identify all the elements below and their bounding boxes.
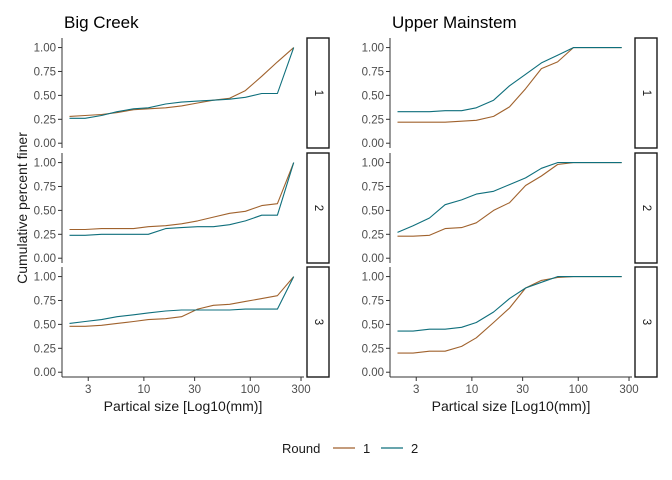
- series-line-1: [69, 276, 295, 327]
- facet-strip: [634, 266, 658, 378]
- x-tick-label: 10: [137, 384, 150, 396]
- series-line-2: [397, 47, 622, 113]
- x-tick-label: 3: [413, 384, 419, 396]
- x-tick-label: 3: [85, 384, 91, 396]
- y-tick-label: 0.50: [362, 205, 384, 217]
- y-tick-label: 0.25: [362, 229, 384, 241]
- series-line-2: [397, 276, 622, 332]
- x-axis-title-0: Partical size [Log10(mm)]: [104, 398, 263, 414]
- series-line-1: [397, 276, 622, 354]
- y-tick-label: 0.00: [362, 138, 384, 150]
- series-line-1: [69, 162, 295, 231]
- legend-title: Round: [282, 441, 320, 456]
- series-line-2: [69, 162, 295, 236]
- x-tick-label: 300: [291, 384, 310, 396]
- y-tick-label: 0.50: [34, 205, 56, 217]
- facet-strip: [634, 37, 658, 149]
- y-tick-label: 0.75: [362, 295, 384, 307]
- x-tick-label: 30: [188, 384, 201, 396]
- y-tick-label: 1.00: [34, 43, 56, 55]
- y-tick-label: 0.25: [34, 343, 56, 355]
- y-tick-label: 0.00: [34, 367, 56, 379]
- y-tick-label: 1.00: [362, 158, 384, 170]
- x-tick-label: 100: [569, 384, 588, 396]
- y-tick-label: 0.25: [362, 343, 384, 355]
- y-tick-label: 0.00: [34, 253, 56, 265]
- y-tick-label: 1.00: [34, 158, 56, 170]
- facet-strip-label: 1: [640, 90, 652, 96]
- legend-label-1: 1: [363, 441, 370, 456]
- panel-title-0: Big Creek: [64, 13, 139, 32]
- series-line-2: [69, 276, 295, 324]
- facet-strip: [306, 37, 330, 149]
- series-line-2: [397, 162, 622, 233]
- y-tick-label: 0.25: [34, 229, 56, 241]
- facet-strip: [634, 152, 658, 264]
- facet-strip: [306, 266, 330, 378]
- x-axis-title-1: Partical size [Log10(mm)]: [432, 398, 591, 414]
- y-tick-label: 0.00: [34, 138, 56, 150]
- y-tick-label: 0.25: [362, 114, 384, 126]
- legend-label-2: 2: [411, 441, 418, 456]
- panel-title-1: Upper Mainstem: [392, 13, 517, 32]
- y-tick-label: 0.50: [362, 319, 384, 331]
- facet-strip-label: 3: [312, 319, 324, 325]
- y-tick-label: 1.00: [34, 272, 56, 284]
- series-line-1: [397, 162, 622, 237]
- facet-strip-label: 3: [640, 319, 652, 325]
- y-tick-label: 1.00: [362, 43, 384, 55]
- x-tick-label: 10: [465, 384, 478, 396]
- y-tick-label: 0.75: [34, 181, 56, 193]
- facet-strip: [306, 152, 330, 264]
- facet-strip-label: 2: [312, 205, 324, 211]
- y-tick-label: 0.50: [362, 90, 384, 102]
- series-line-1: [397, 47, 622, 123]
- y-axis-title: Cumulative percent finer: [14, 132, 30, 284]
- x-tick-label: 100: [241, 384, 260, 396]
- y-tick-label: 0.75: [34, 295, 56, 307]
- y-tick-label: 0.00: [362, 253, 384, 265]
- series-line-1: [69, 47, 295, 117]
- x-tick-label: 300: [619, 384, 638, 396]
- x-tick-label: 30: [516, 384, 529, 396]
- y-tick-label: 0.25: [34, 114, 56, 126]
- y-tick-label: 0.50: [34, 90, 56, 102]
- facet-strip-label: 1: [312, 90, 324, 96]
- y-tick-label: 0.00: [362, 367, 384, 379]
- y-tick-label: 0.75: [362, 66, 384, 78]
- y-tick-label: 0.50: [34, 319, 56, 331]
- facet-strip-label: 2: [640, 205, 652, 211]
- y-tick-label: 1.00: [362, 272, 384, 284]
- y-tick-label: 0.75: [362, 181, 384, 193]
- series-line-2: [69, 47, 295, 119]
- y-tick-label: 0.75: [34, 66, 56, 78]
